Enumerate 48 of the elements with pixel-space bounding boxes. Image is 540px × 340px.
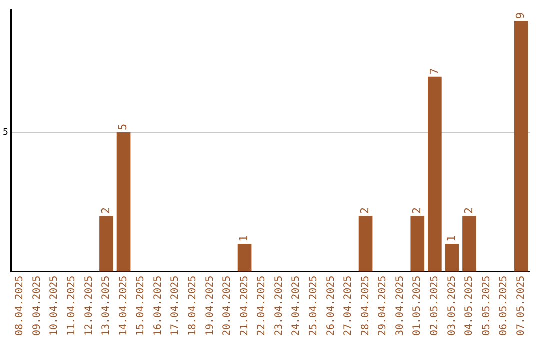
x-tick-label: 24.04.2025 [291, 276, 302, 336]
x-tick-label: 26.04.2025 [326, 276, 337, 336]
x-tick-label: 08.04.2025 [14, 276, 26, 336]
data-label: 2 [358, 207, 372, 214]
data-label: 2 [462, 207, 476, 214]
x-tick-label: 17.04.2025 [170, 276, 182, 336]
x-tick-label: 23.04.2025 [274, 276, 285, 336]
x-tick-label: 07.05.2025 [516, 276, 527, 336]
bar [428, 76, 442, 272]
data-label: 9 [514, 12, 528, 20]
x-tick-label: 28.04.2025 [360, 276, 372, 336]
x-tick-label: 14.04.2025 [118, 276, 130, 336]
x-tick-label: 19.04.2025 [204, 276, 216, 336]
x-tick-label: 29.04.2025 [378, 276, 389, 336]
x-tick-label: 30.04.2025 [394, 276, 406, 336]
bar [462, 216, 476, 272]
x-tick-label: 03.05.2025 [446, 276, 458, 336]
bar [238, 244, 252, 272]
x-tick-label: 18.04.2025 [188, 276, 199, 336]
x-tick-label: 22.04.2025 [256, 276, 268, 336]
x-tick-label: 25.04.2025 [308, 276, 320, 336]
x-tick-label: 04.05.2025 [464, 276, 476, 336]
bar [116, 132, 131, 272]
bar [100, 216, 114, 272]
data-label: 1 [238, 235, 251, 242]
x-tick-label: 10.04.2025 [49, 276, 60, 336]
data-label: 2 [410, 207, 424, 214]
x-tick-label: 09.04.2025 [32, 276, 43, 336]
bar [410, 216, 425, 272]
x-tick-label: 12.04.2025 [84, 276, 95, 336]
data-label: 5 [116, 124, 130, 131]
x-tick-label: 16.04.2025 [152, 276, 164, 336]
x-tick-label: 11.04.2025 [66, 276, 78, 336]
x-tick-label: 01.05.2025 [412, 276, 424, 336]
x-tick-label: 06.05.2025 [498, 276, 510, 336]
x-tick-label: 15.04.2025 [136, 276, 147, 336]
x-tick-label: 27.04.2025 [343, 276, 354, 336]
data-label: 1 [445, 235, 458, 242]
x-tick-label: 05.05.2025 [481, 276, 492, 336]
bar [514, 21, 528, 272]
data-label: 7 [428, 68, 441, 75]
bar [358, 216, 373, 272]
data-label: 2 [99, 207, 112, 214]
x-tick-label: 02.05.2025 [430, 276, 441, 336]
x-tick-label: 20.04.2025 [222, 276, 234, 336]
x-tick-label: 21.04.2025 [239, 276, 250, 336]
bar [445, 244, 460, 272]
x-tick-label: 13.04.2025 [101, 276, 112, 336]
